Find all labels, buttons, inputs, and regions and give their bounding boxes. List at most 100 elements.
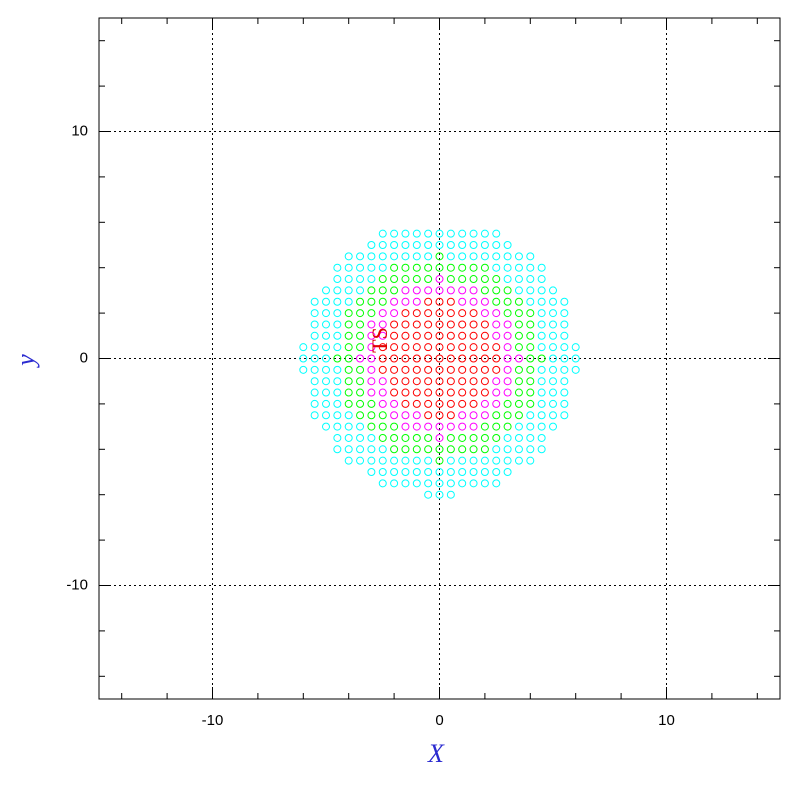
scatter-point [492,241,501,249]
scatter-point [310,343,319,352]
scatter-point [378,297,387,306]
scatter-point [424,422,433,431]
scatter-point [526,456,535,465]
scatter-point [310,377,319,386]
scatter-point [424,354,433,363]
scatter-point [412,241,421,249]
scatter-point [333,445,342,454]
scatter-point [492,309,501,318]
scatter-point [344,286,353,295]
scatter-point [333,331,342,340]
scatter-point [356,456,365,465]
scatter-point [503,331,512,340]
scatter-point [503,320,512,329]
scatter-point [356,286,365,295]
scatter-point [344,297,353,306]
scatter-point [526,252,535,261]
scatter-point [469,377,478,386]
scatter-point [503,411,512,420]
scatter-point [424,490,433,499]
scatter-point [390,275,399,284]
scatter-point [446,445,455,454]
scatter-point [378,479,387,488]
scatter-point [367,377,376,386]
scatter-point [401,331,410,340]
scatter-point [424,275,433,284]
scatter-point [480,286,489,295]
scatter-point [446,297,455,306]
scatter-point [424,399,433,408]
scatter-point [390,445,399,454]
scatter-point [378,365,387,374]
scatter-point [390,320,399,329]
scatter-point [537,365,546,374]
scatter-point [401,286,410,295]
scatter-point [424,411,433,420]
scatter-point [537,320,546,329]
scatter-point [446,343,455,352]
scatter-point [503,297,512,306]
scatter-point [367,309,376,318]
scatter-point [514,445,523,454]
scatter-point [480,241,489,249]
scatter-point [549,354,557,363]
scatter-point [412,468,421,476]
scatter-point [424,377,433,386]
scatter-point [458,320,467,329]
scatter-point [571,343,580,352]
scatter-point [435,252,444,261]
scatter-point [514,399,523,408]
scatter-point [412,365,421,374]
scatter-point [469,411,478,420]
scatter-point [378,286,387,295]
scatter-point [412,252,421,261]
scatter-point [367,297,376,306]
scatter-point [537,309,546,318]
scatter-point [435,241,444,249]
scatter-point [537,445,546,454]
scatter-point [344,456,353,465]
scatter-point [378,377,387,386]
scatter-point [446,241,455,249]
scatter-point [333,377,342,386]
scatter-point [446,286,455,295]
scatter-point [537,297,546,306]
scatter-point [390,252,399,261]
scatter-point [446,320,455,329]
scatter-point [356,252,365,261]
scatter-point [514,422,523,431]
scatter-point [514,343,523,352]
scatter-point [526,331,535,340]
scatter-point [424,241,433,249]
scatter-point [322,377,330,386]
scatter-point [390,354,399,363]
scatter-point [356,445,365,454]
scatter-point [322,365,330,374]
scatter-point [571,354,580,363]
scatter-point [458,263,467,272]
scatter-point [537,422,546,431]
scatter-point [514,263,523,272]
scatter-point [344,309,353,318]
scatter-point [526,354,535,363]
scatter-point [435,365,444,374]
scatter-point [560,354,569,363]
y-tick-label: 0 [80,349,88,366]
scatter-point [401,445,410,454]
scatter-point [446,468,455,476]
scatter-point [435,377,444,386]
scatter-point [458,456,467,465]
scatter-point [469,433,478,442]
scatter-point [469,331,478,340]
scatter-point [446,433,455,442]
scatter-point [514,331,523,340]
scatter-point [412,388,421,397]
scatter-point [514,309,523,318]
scatter-point [378,331,387,340]
scatter-point [390,365,399,374]
scatter-point [446,490,455,499]
scatter-point [514,388,523,397]
scatter-point [560,365,569,374]
scatter-point [378,468,387,476]
scatter-point [424,445,433,454]
